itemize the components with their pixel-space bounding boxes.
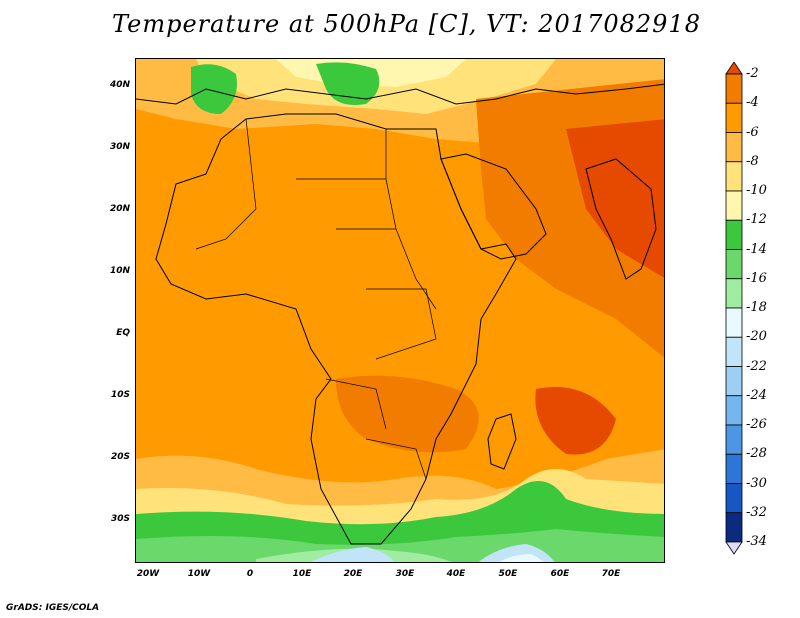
- colorbar-label: -32: [746, 504, 767, 520]
- colorbar-cell: [725, 395, 743, 426]
- temperature-map: [136, 59, 664, 562]
- colorbar-cell: [725, 424, 743, 455]
- colorbar-top-arrow: [725, 62, 743, 75]
- colorbar-label: -16: [746, 270, 767, 286]
- map-panel: [135, 58, 665, 563]
- colorbar-label: -14: [746, 241, 767, 257]
- colorbar-cell: [725, 161, 743, 192]
- colorbar-label: -22: [746, 358, 767, 374]
- colorbar-cell: [725, 219, 743, 250]
- lon-label: 20E: [343, 569, 363, 579]
- colorbar-cell: [725, 366, 743, 397]
- lat-label: EQ: [116, 328, 130, 338]
- colorbar-cell: [725, 512, 743, 543]
- credit-text: GrADS: IGES/COLA: [6, 603, 100, 613]
- lon-label: 10E: [292, 569, 312, 579]
- colorbar-cell: [725, 249, 743, 280]
- colorbar-cell: [725, 483, 743, 514]
- lon-label: 30E: [395, 569, 415, 579]
- colorbar-label: -18: [746, 300, 767, 315]
- lat-label: 20N: [109, 204, 130, 214]
- colorbar-label: -26: [746, 417, 767, 432]
- lon-label: 40E: [446, 569, 466, 579]
- lat-label: 20S: [110, 452, 130, 462]
- colorbar: [725, 62, 743, 555]
- colorbar-cell: [725, 278, 743, 309]
- colorbar-label: -4: [746, 95, 759, 111]
- lat-label: 30S: [110, 514, 130, 524]
- colorbar-cell: [725, 73, 743, 104]
- colorbar-label: -28: [746, 446, 767, 462]
- colorbar-label: -24: [746, 387, 767, 403]
- colorbar-cell: [725, 453, 743, 484]
- colorbar-label: -2: [746, 66, 759, 81]
- colorbar-cell: [725, 132, 743, 163]
- colorbar-label: -34: [746, 534, 767, 549]
- colorbar-label: -30: [746, 475, 767, 491]
- lon-label: 0: [246, 569, 254, 579]
- colorbar-bottom-arrow: [725, 541, 743, 555]
- colorbar-cell: [725, 102, 743, 133]
- lat-label: 40N: [109, 80, 130, 90]
- lat-label: 30N: [109, 142, 130, 152]
- colorbar-label: -8: [746, 153, 759, 169]
- lon-label: 20W: [136, 569, 160, 579]
- colorbar-cell: [725, 190, 743, 221]
- chart-title: Temperature at 500hPa [C], VT: 201708291…: [112, 10, 701, 38]
- lon-label: 50E: [498, 569, 518, 579]
- colorbar-label: -20: [746, 329, 767, 345]
- colorbar-label: -12: [746, 212, 767, 228]
- lat-label: 10S: [110, 390, 130, 400]
- colorbar-cell: [725, 307, 743, 338]
- lon-label: 70E: [601, 569, 621, 579]
- lon-label: 10W: [187, 569, 211, 579]
- lat-label: 10N: [109, 266, 130, 276]
- colorbar-label: -10: [746, 183, 767, 198]
- colorbar-label: -6: [746, 124, 759, 140]
- colorbar-cell: [725, 336, 743, 367]
- lon-label: 60E: [550, 569, 570, 579]
